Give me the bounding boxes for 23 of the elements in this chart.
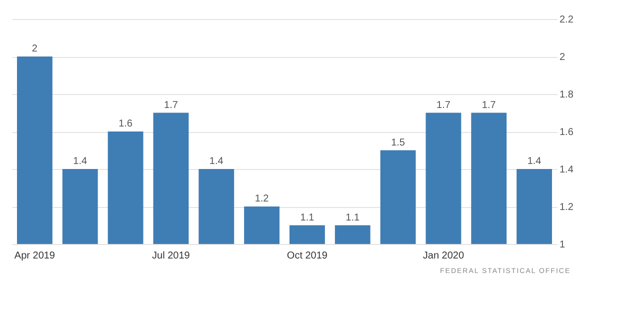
- y-tick-label: 1.2: [560, 202, 574, 213]
- x-tick-label: Apr 2019: [14, 250, 56, 262]
- x-tick-label: Jul 2019: [152, 250, 190, 262]
- data-label: 1.5: [391, 137, 406, 148]
- x-tick-label: Jan 2020: [422, 250, 464, 262]
- data-label: 1.4: [209, 156, 224, 167]
- data-label: 1.1: [346, 212, 360, 224]
- data-label: 1.6: [118, 118, 133, 130]
- data-label: 1.2: [254, 194, 270, 204]
- data-label: 1.7: [164, 100, 178, 111]
- y-tick-label: 2.2: [560, 14, 574, 26]
- data-label: 1.1: [300, 212, 315, 224]
- y-tick-label: 1.6: [560, 127, 574, 138]
- x-tick-label: Oct 2019: [286, 250, 328, 262]
- data-label: 1.7: [436, 100, 451, 111]
- y-tick-label: 1.8: [560, 90, 574, 100]
- data-label: 1.7: [482, 100, 496, 111]
- y-tick-label: 1: [560, 240, 566, 250]
- data-label: 2: [32, 44, 38, 54]
- y-tick-label: 2: [560, 52, 566, 63]
- data-label: 1.4: [527, 156, 542, 167]
- y-tick-label: 1.4: [560, 164, 574, 176]
- data-label: 1.4: [73, 156, 88, 167]
